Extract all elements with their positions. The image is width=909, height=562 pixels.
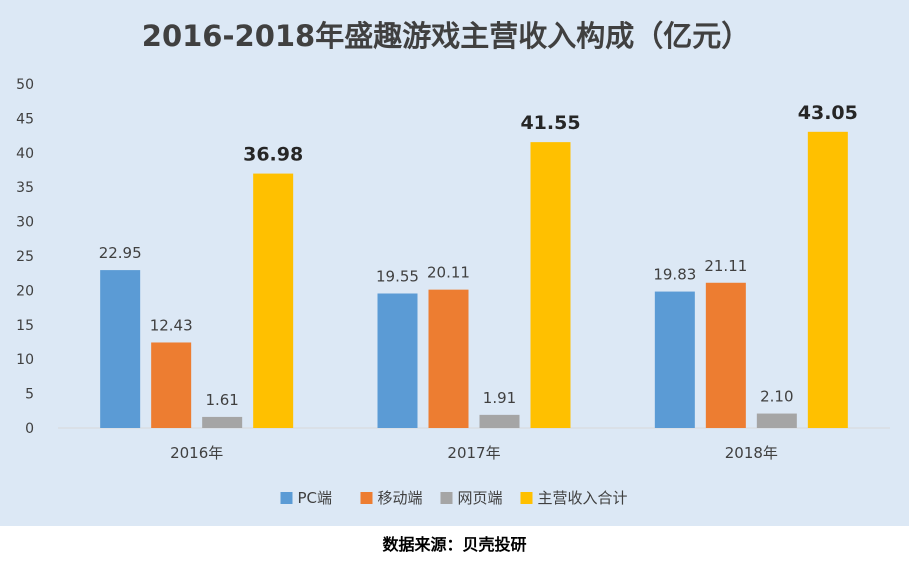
bar [756,413,797,428]
legend-label: 网页端 [458,489,503,507]
bar [807,131,848,429]
y-tick-label: 0 [25,421,34,437]
bar [428,289,469,428]
y-tick-label: 40 [16,146,34,162]
bar [202,416,243,428]
data-labels: 22.95 19.55 19.83 12.43 20.11 21.11 1.61 1.91 2.… [99,102,858,409]
y-tick-label: 30 [16,215,34,231]
y-tick-label: 15 [16,318,34,334]
y-tick-label: 10 [16,352,34,368]
y-tick-label: 5 [25,387,34,403]
data-label: 2.10 [760,388,793,406]
y-tick-label: 35 [16,180,34,196]
data-label: 21.11 [704,257,747,275]
legend: PC端 移动端 网页端 主营收入合计 [280,489,628,507]
legend-swatch [280,492,293,504]
y-tick-label: 50 [16,77,34,93]
bar [654,291,695,428]
bar [253,173,294,428]
legend-swatch [360,492,373,504]
category-label: 2018年 [725,444,778,462]
source-note: 数据来源：贝壳投研 [382,535,527,554]
data-label: 19.83 [653,266,696,284]
y-tick-label: 45 [16,111,34,127]
chart-panel: 2016-2018年盛趣游戏主营收入构成（亿元） 0 5 10 15 20 25 30 35 4… [0,0,909,526]
bar [377,293,418,428]
category-label: 2016年 [170,444,223,462]
data-label: 1.91 [483,389,516,407]
bar [530,142,571,429]
category-labels: 2016年 2017年 2018年 [170,444,778,462]
y-tick-label: 20 [16,283,34,299]
chart-title: 2016-2018年盛趣游戏主营收入构成（亿元） [142,19,750,53]
data-label: 1.61 [205,391,238,409]
data-label: 20.11 [427,264,470,282]
legend-label: 移动端 [378,489,423,507]
data-label: 36.98 [243,144,303,166]
bar [479,414,520,428]
bar [100,270,141,428]
legend-swatch [520,492,533,504]
data-label: 12.43 [150,316,193,334]
data-label: 22.95 [99,244,142,262]
category-label: 2017年 [447,444,500,462]
bar [151,342,192,428]
bars [100,131,848,429]
legend-label: PC端 [298,489,333,507]
data-label: 43.05 [798,102,858,124]
data-label: 41.55 [520,112,580,134]
y-tick-label: 25 [16,249,34,265]
legend-label: 主营收入合计 [538,489,628,507]
bar [705,282,746,428]
legend-swatch [440,492,453,504]
data-label: 19.55 [376,267,419,285]
bar-chart: 2016-2018年盛趣游戏主营收入构成（亿元） 0 5 10 15 20 25 30 35 4… [16,19,890,507]
y-axis-ticks: 0 5 10 15 20 25 30 35 40 45 50 [16,77,34,437]
